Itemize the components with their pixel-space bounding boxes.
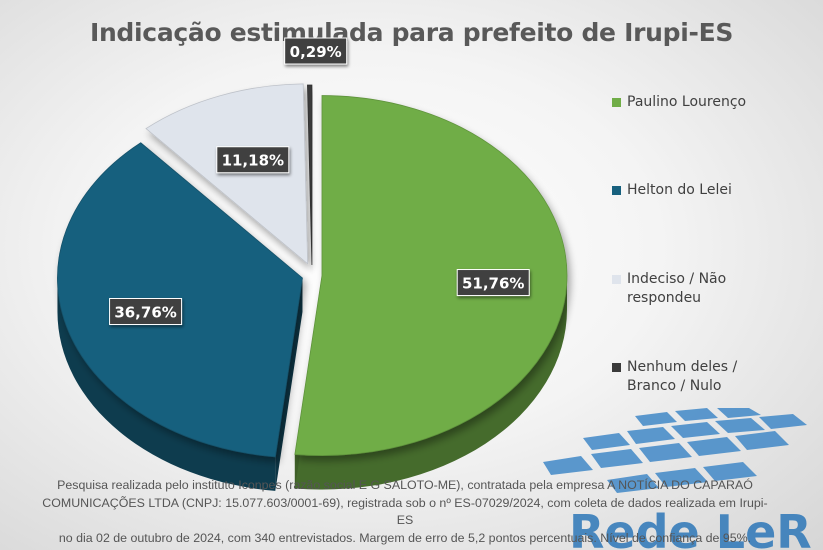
legend-swatch-nenhum bbox=[612, 363, 621, 372]
legend-label-paulino-line-1: Paulino Lourenço bbox=[627, 94, 747, 110]
legend-item-paulino: Paulino Lourenço bbox=[612, 93, 746, 112]
footnote-line-3: no dia 02 de outubro de 2024, com 340 en… bbox=[58, 530, 752, 545]
legend-label-indeciso: Indeciso / Não respondeu bbox=[627, 270, 726, 308]
data-label-text-indeciso: 11,18% bbox=[222, 152, 284, 170]
data-label-box-nenhum bbox=[284, 37, 348, 65]
legend-swatch-helton bbox=[612, 186, 621, 195]
data-label-paulino: 51,76% bbox=[456, 269, 530, 297]
chart-title: Indicação estimulada para prefeito de Ir… bbox=[89, 18, 734, 47]
pie-side-paulino bbox=[294, 275, 567, 490]
data-label-nenhum: 0,29% bbox=[284, 37, 348, 65]
pie-slice-paulino bbox=[294, 95, 568, 456]
pie-side-helton bbox=[57, 278, 276, 491]
footnote-line-1: Pesquisa realizada pelo instituto Iconpe… bbox=[57, 478, 753, 492]
watermark-tiles-icon bbox=[543, 408, 807, 493]
legend-item-nenhum: Nenhum deles / Branco / Nulo bbox=[612, 358, 737, 396]
legend-swatch-paulino bbox=[612, 98, 621, 107]
data-label-text-paulino: 51,76% bbox=[462, 275, 524, 293]
legend-label-nenhum-line-1: Nenhum deles / bbox=[627, 359, 738, 375]
data-label-box-helton bbox=[109, 298, 183, 326]
rede-ler-watermark: Rede LeR bbox=[543, 408, 812, 550]
pie-slice-indeciso bbox=[145, 83, 309, 265]
data-label-indeciso: 11,18% bbox=[216, 146, 290, 174]
legend-label-helton: Helton do Lelei bbox=[627, 181, 732, 200]
legend-label-nenhum: Nenhum deles / Branco / Nulo bbox=[627, 358, 737, 396]
pie-cut-face-helton-start bbox=[275, 278, 303, 491]
legend-label-paulino: Paulino Lourenço bbox=[627, 93, 746, 112]
data-label-text-nenhum: 0,29% bbox=[290, 43, 342, 61]
footnote: Pesquisa realizada pelo instituto Iconpe… bbox=[40, 477, 770, 547]
data-label-box-indeciso bbox=[216, 146, 290, 174]
legend-item-indeciso: Indeciso / Não respondeu bbox=[612, 270, 726, 308]
footnote-line-2: COMUNICAÇÕES LTDA (CNPJ: 15.077.603/0001… bbox=[42, 495, 768, 528]
legend-label-indeciso-line-2: respondeu bbox=[627, 290, 702, 306]
data-label-helton: 36,76% bbox=[109, 298, 183, 326]
data-label-box-paulino bbox=[456, 269, 530, 297]
watermark-text: Rede LeR bbox=[569, 505, 812, 550]
data-label-text-helton: 36,76% bbox=[114, 304, 176, 322]
legend-label-nenhum-line-2: Branco / Nulo bbox=[627, 378, 722, 394]
legend-label-helton-line-1: Helton do Lelei bbox=[627, 182, 732, 198]
legend-swatch-indeciso bbox=[612, 275, 621, 284]
pie-slice-nenhum bbox=[307, 84, 313, 266]
legend-label-indeciso-line-1: Indeciso / Não bbox=[627, 271, 727, 287]
legend-item-helton: Helton do Lelei bbox=[612, 181, 732, 200]
